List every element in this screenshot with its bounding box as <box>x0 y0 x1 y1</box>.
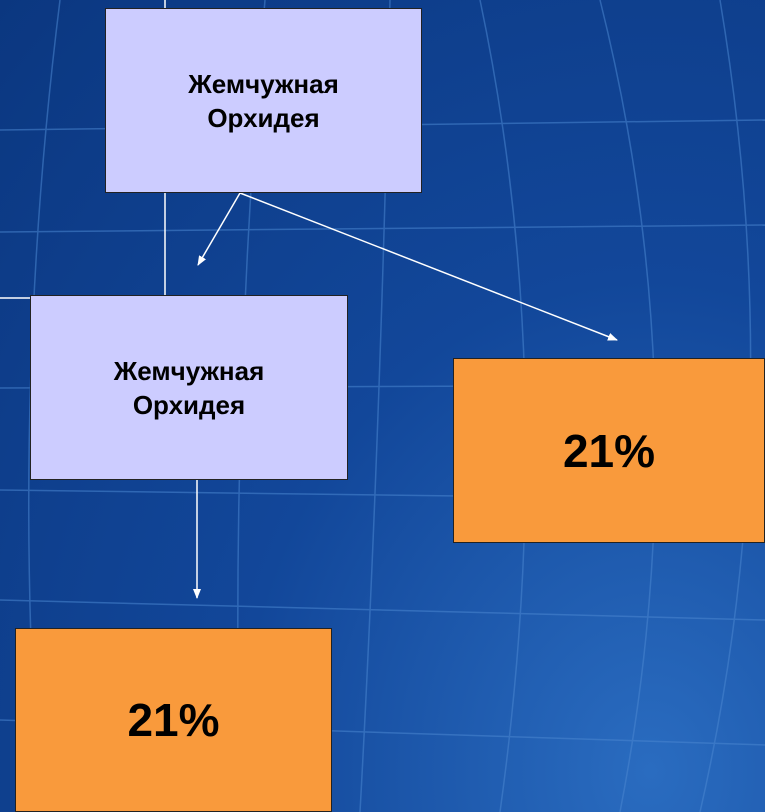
node-box: Жемчужная Орхидея <box>105 8 422 193</box>
percent-box: 21% <box>15 628 332 812</box>
node-box: Жемчужная Орхидея <box>30 295 348 480</box>
percent-box: 21% <box>453 358 765 543</box>
node-label: Жемчужная Орхидея <box>188 68 339 133</box>
percent-label: 21% <box>127 694 220 746</box>
connectors <box>193 255 618 599</box>
node-label: Жемчужная Орхидея <box>113 355 265 420</box>
percent-label: 21% <box>562 424 656 477</box>
